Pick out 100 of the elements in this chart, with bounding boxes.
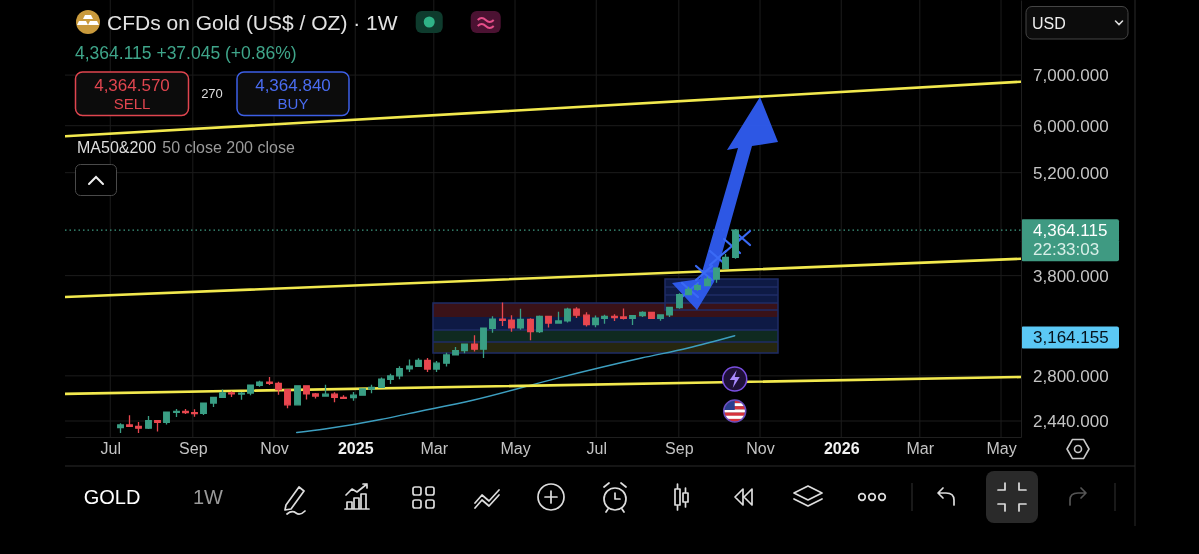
candlestick (182, 408, 189, 415)
candlestick (499, 301, 506, 327)
candlestick (489, 315, 496, 334)
candlestick (210, 396, 217, 408)
candlestick (387, 373, 394, 385)
candlestick (685, 286, 692, 296)
candlestick (657, 313, 664, 322)
candlestick (722, 253, 729, 269)
candlestick (219, 388, 226, 399)
y-tick-label: 2,440.000 (1033, 411, 1109, 431)
y-tick-label: 3,800.000 (1033, 266, 1109, 286)
candlestick (508, 314, 515, 333)
candlestick (359, 387, 366, 397)
candlestick (433, 360, 440, 373)
x-tick-label: Mar (420, 440, 449, 458)
candlestick (452, 346, 459, 356)
candlestick (378, 376, 385, 389)
candlestick (228, 390, 235, 398)
text: 4,364.115 +37.045 (+0.86%) (75, 43, 297, 63)
annotation: SELL (113, 95, 151, 112)
candlestick (601, 313, 608, 325)
x-tick-label: Sep (179, 440, 208, 458)
y-tick-label: 5,200.000 (1033, 163, 1109, 183)
candlestick (480, 326, 487, 359)
candlestick (443, 352, 450, 368)
y-tick-label: 2,800.000 (1033, 366, 1109, 386)
candlestick (135, 421, 142, 434)
annotation: 50 close 200 close (162, 139, 295, 156)
candlestick (592, 314, 599, 328)
text: 1W (193, 486, 224, 508)
candlestick (117, 422, 124, 434)
candlestick (350, 391, 357, 402)
line-series (295, 335, 736, 434)
candlestick (163, 411, 170, 426)
candlestick (704, 275, 711, 287)
candlestick (461, 343, 468, 354)
x-tick-label: Nov (746, 440, 775, 458)
candlestick (322, 383, 329, 397)
candlestick (527, 317, 534, 341)
candlestick (471, 334, 478, 353)
candlestick (154, 419, 161, 433)
x-tick-label: 2026 (823, 440, 860, 458)
candlestick (639, 310, 646, 318)
candlestick (191, 408, 198, 418)
candlestick (648, 310, 655, 320)
x-tick-label: Jul (100, 440, 121, 458)
annotation: 270 (201, 86, 223, 101)
x-tick-label: 2025 (337, 440, 374, 458)
candlestick (573, 306, 580, 319)
annotation: 4,364.840 (255, 76, 331, 95)
candlestick (629, 314, 636, 326)
candlestick (396, 365, 403, 380)
y-tick-label: 6,000.000 (1033, 116, 1109, 136)
ref-line-label: 4,364.115 (1033, 221, 1108, 241)
annotation: BUY (277, 95, 309, 112)
x-tick-label: Sep (665, 440, 694, 458)
candlestick (145, 415, 152, 430)
candlestick (611, 313, 618, 322)
candlestick (275, 381, 282, 396)
candlestick (517, 308, 524, 331)
candlestick (303, 384, 310, 401)
candlestick (713, 266, 720, 284)
candlestick (368, 384, 375, 394)
x-tick-label: Jul (586, 440, 607, 458)
candlestick (200, 401, 207, 416)
candlestick (340, 394, 347, 400)
candlestick (555, 311, 562, 325)
candlestick (284, 388, 291, 409)
x-tick-label: May (986, 440, 1017, 458)
candlestick (126, 414, 133, 428)
text: CFDs on Gold (US$ / OZ) · 1W (107, 11, 398, 34)
y-tick-label: 7,000.000 (1033, 66, 1109, 86)
x-tick-label: May (500, 440, 531, 458)
candlestick (331, 391, 338, 403)
x-tick-label: Mar (906, 440, 935, 458)
candlestick (256, 380, 263, 388)
annotation: MA50&200 (77, 139, 157, 156)
candlestick (620, 307, 627, 321)
text: GOLD (83, 486, 141, 508)
candlestick (238, 391, 245, 401)
candlestick (545, 315, 552, 329)
candlestick (424, 357, 431, 373)
x-tick-label: Nov (260, 440, 289, 458)
candlestick (173, 408, 180, 418)
candlestick (312, 392, 319, 400)
candlestick (294, 384, 301, 407)
text: 3,164.155 (1033, 328, 1109, 348)
candlestick (676, 292, 683, 310)
candlestick (266, 376, 273, 386)
candlestick (694, 283, 701, 292)
candlestick (415, 357, 422, 368)
candlestick (536, 314, 543, 334)
candlestick (564, 307, 571, 324)
text: 22:33:03 (1033, 240, 1100, 260)
candlestick (583, 311, 590, 328)
candlestick (666, 306, 673, 318)
candlestick (406, 358, 413, 373)
candlestick (247, 384, 254, 396)
text: USD (1032, 14, 1066, 32)
annotation: 4,364.570 (94, 76, 170, 95)
